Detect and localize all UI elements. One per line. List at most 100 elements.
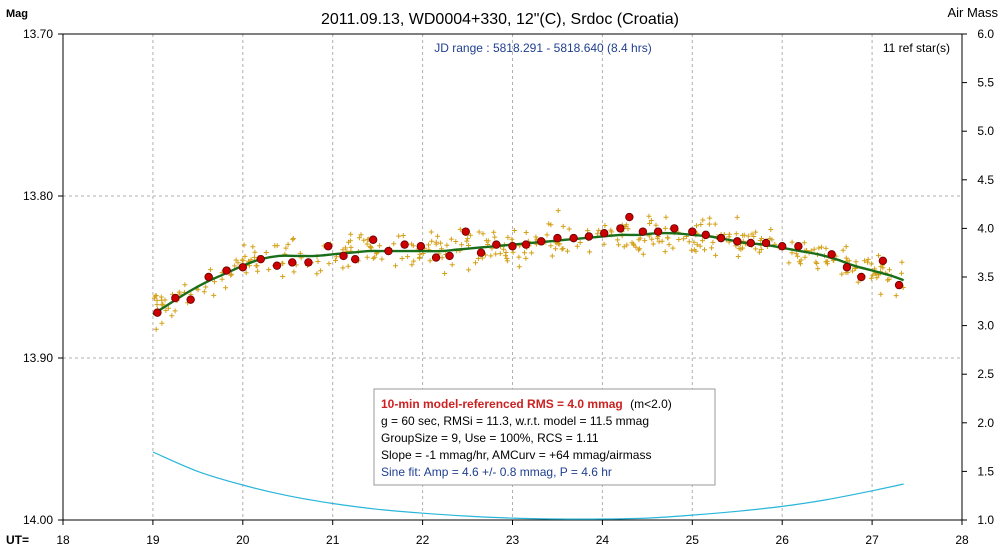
raw-point <box>662 225 668 231</box>
raw-point <box>621 244 627 250</box>
raw-point <box>587 249 593 255</box>
x-tick-label: 22 <box>416 533 430 547</box>
raw-point <box>637 235 643 241</box>
raw-point <box>219 276 225 282</box>
raw-point <box>255 268 261 274</box>
raw-point <box>769 237 775 243</box>
binned-point <box>653 227 663 236</box>
binned-point <box>794 242 803 251</box>
binned-point <box>894 280 904 290</box>
binned-point <box>204 272 213 282</box>
y2-tick-label: 4.5 <box>977 173 994 187</box>
x-tick-label: 26 <box>776 533 790 547</box>
raw-point <box>159 302 165 308</box>
raw-point <box>740 232 746 238</box>
binned-point <box>569 233 578 243</box>
raw-point <box>814 261 820 266</box>
raw-point <box>839 271 845 277</box>
raw-point <box>751 234 757 239</box>
binned-point <box>537 237 546 246</box>
raw-point <box>509 236 515 242</box>
raw-point <box>577 240 583 245</box>
raw-point <box>798 257 804 263</box>
raw-point <box>878 291 884 297</box>
raw-point <box>709 245 715 251</box>
y2-tick-label: 5.0 <box>977 124 994 138</box>
raw-point <box>427 258 433 264</box>
raw-point <box>232 263 238 269</box>
raw-point <box>340 247 346 253</box>
raw-point <box>700 217 706 223</box>
binned-point <box>445 251 454 261</box>
raw-point <box>361 237 367 243</box>
raw-point <box>516 264 522 270</box>
raw-point <box>625 226 631 232</box>
raw-point <box>559 246 565 252</box>
raw-point <box>466 243 471 248</box>
chart-title: 2011.09.13, WD0004+330, 12"(C), Srdoc (C… <box>321 11 679 28</box>
y-tick-label: 13.90 <box>23 351 53 365</box>
raw-point <box>713 252 719 258</box>
raw-point <box>697 243 703 249</box>
left-axis-label: Mag <box>6 8 28 20</box>
raw-point <box>428 229 434 235</box>
x-tick-label: 27 <box>865 533 879 547</box>
raw-point <box>663 214 669 220</box>
raw-point <box>314 271 320 277</box>
raw-point <box>153 326 159 332</box>
raw-point <box>391 241 397 247</box>
binned-point <box>339 251 348 261</box>
raw-point <box>707 215 713 221</box>
raw-point <box>736 245 742 251</box>
raw-point <box>444 242 450 248</box>
raw-point <box>874 275 880 281</box>
raw-point <box>266 267 272 273</box>
binned-point <box>553 233 562 243</box>
raw-point <box>533 234 539 240</box>
raw-point <box>429 238 435 244</box>
raw-point <box>459 242 465 248</box>
binned-point <box>222 266 231 275</box>
raw-point <box>566 226 572 232</box>
raw-point <box>207 267 213 273</box>
raw-point <box>786 260 792 266</box>
raw-point <box>650 241 656 247</box>
raw-point <box>358 232 364 238</box>
raw-point <box>435 233 441 239</box>
binned-point <box>878 256 888 265</box>
x-tick-label: 21 <box>326 533 340 547</box>
jd-range-label: JD range : 5818.291 - 5818.640 (8.4 hrs) <box>434 41 651 55</box>
binned-point <box>492 240 501 249</box>
raw-point <box>439 255 445 261</box>
raw-point <box>698 222 704 227</box>
raw-point <box>377 243 383 249</box>
raw-point <box>442 271 448 276</box>
raw-point <box>340 265 346 271</box>
raw-point <box>154 302 160 308</box>
ref-stars-label: 11 ref star(s) <box>883 41 950 55</box>
grid-lines <box>63 34 962 520</box>
raw-point <box>631 242 637 248</box>
raw-point <box>665 235 671 241</box>
y-axis-ticks: 13.70 13.80 13.90 14.00 <box>23 27 63 527</box>
binned-point <box>171 293 180 303</box>
raw-point <box>177 291 183 297</box>
raw-point <box>648 218 654 223</box>
binned-point <box>416 242 426 251</box>
raw-point <box>433 241 439 247</box>
raw-point <box>467 232 473 238</box>
raw-point <box>285 241 291 247</box>
raw-point <box>523 230 529 235</box>
raw-point <box>802 254 808 260</box>
raw-point <box>574 243 580 249</box>
raw-point <box>235 260 241 266</box>
binned-point <box>368 235 378 244</box>
raw-point <box>733 231 739 237</box>
raw-point <box>865 256 871 262</box>
raw-point <box>557 241 563 247</box>
stats-box-frame <box>373 388 716 486</box>
raw-point <box>710 239 716 245</box>
y2-tick-label: 3.5 <box>977 270 994 284</box>
raw-point <box>850 268 855 274</box>
raw-point <box>602 223 608 228</box>
